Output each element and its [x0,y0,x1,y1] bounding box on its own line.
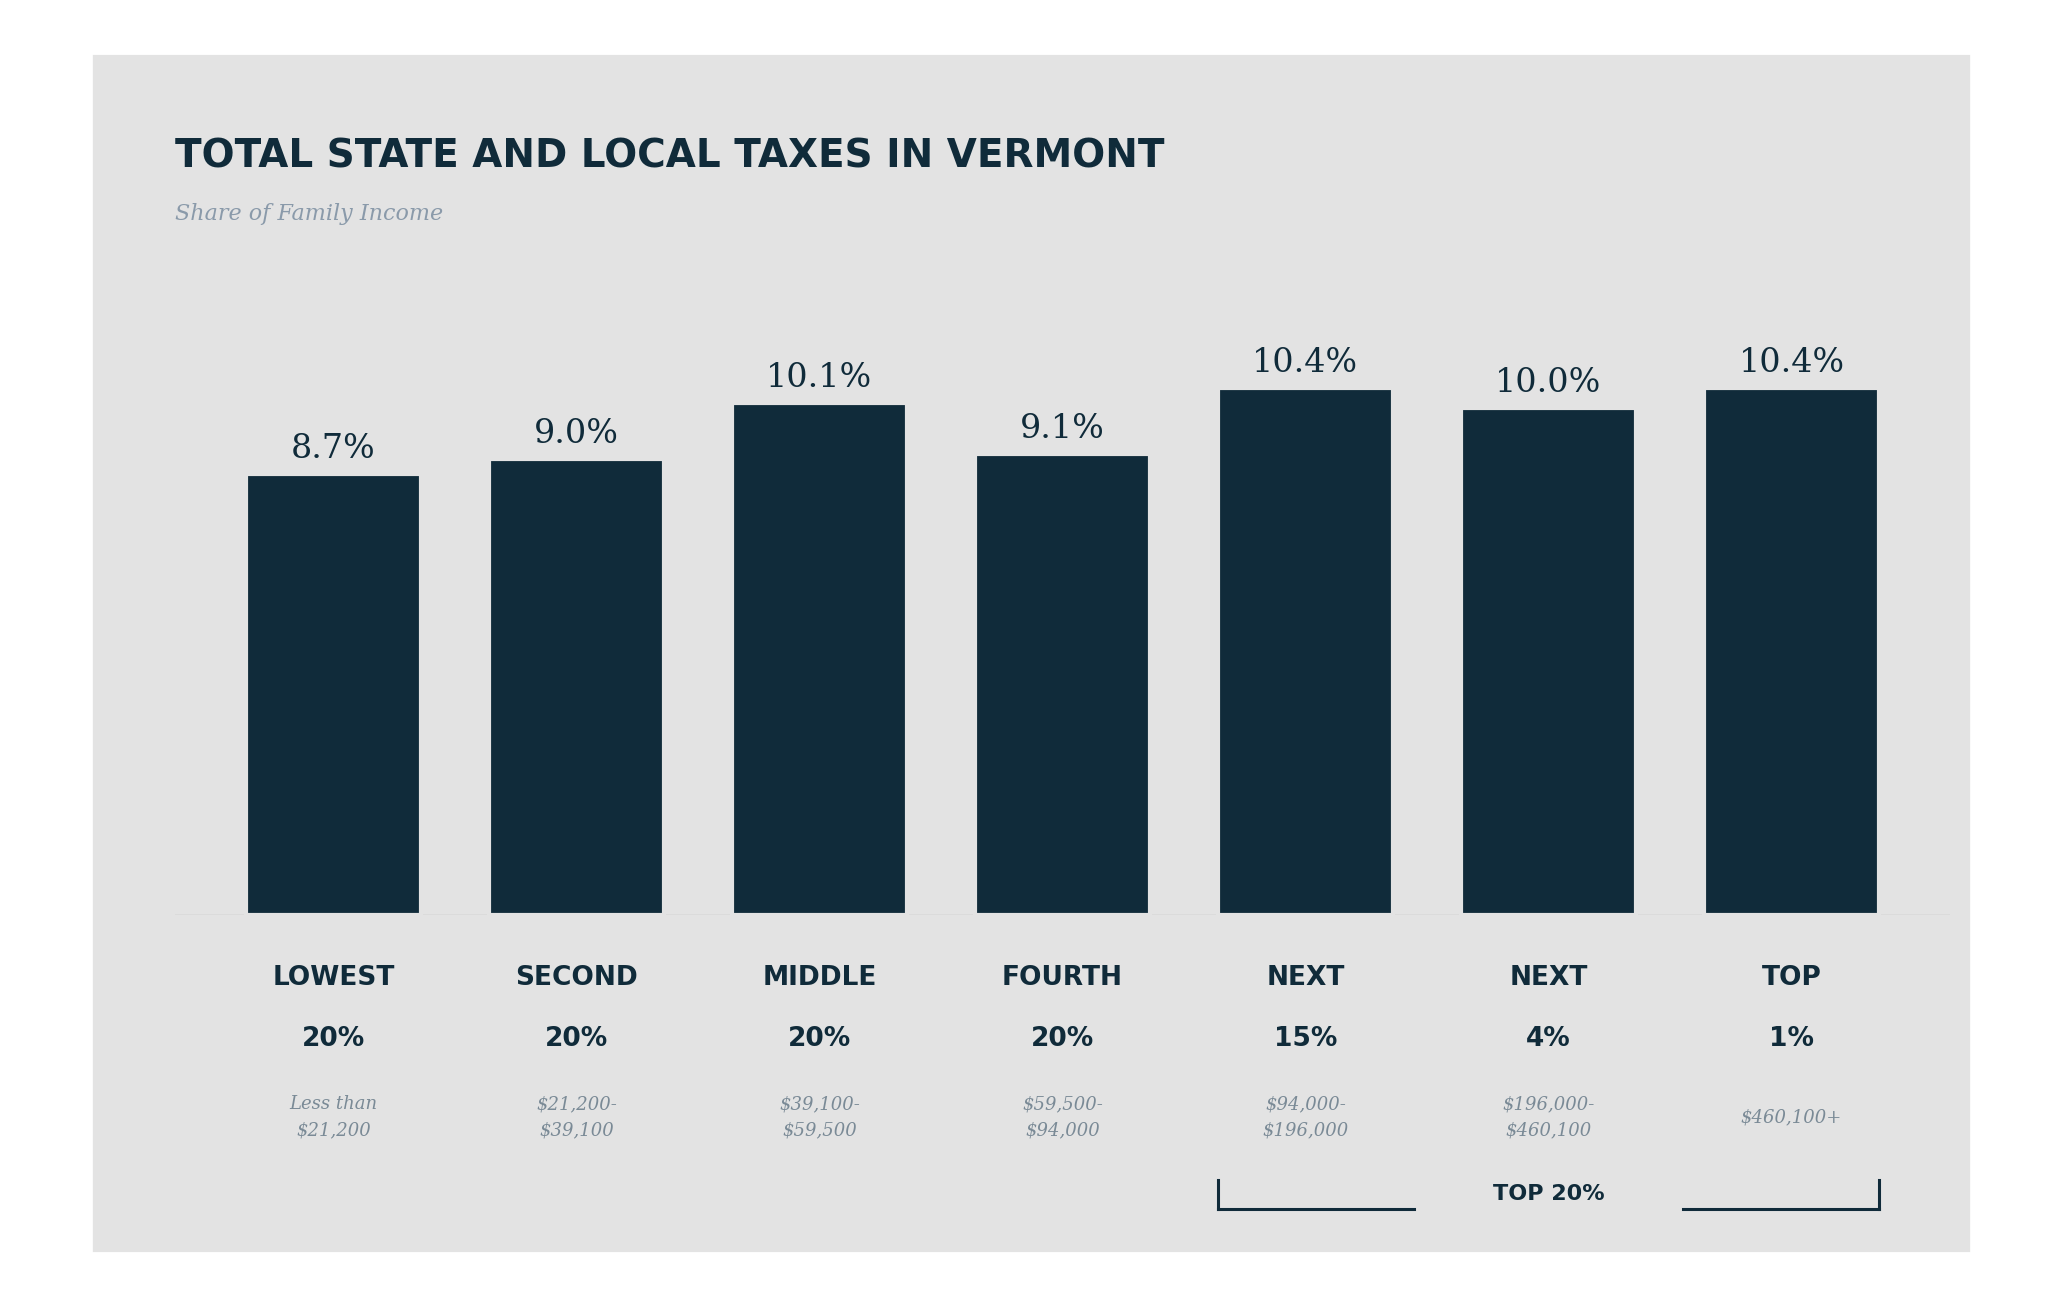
Text: 20%: 20% [545,1026,609,1052]
Text: 1%: 1% [1770,1026,1813,1052]
Text: 4%: 4% [1527,1026,1570,1052]
Text: 20%: 20% [788,1026,852,1052]
Text: 10.4%: 10.4% [1252,348,1360,379]
Text: 20%: 20% [1032,1026,1093,1052]
Text: $39,100-
$59,500: $39,100- $59,500 [780,1095,860,1140]
Text: TOP 20%: TOP 20% [1494,1184,1605,1204]
Text: NEXT: NEXT [1510,965,1589,991]
Text: 20%: 20% [301,1026,365,1052]
Text: Less than
$21,200: Less than $21,200 [289,1095,378,1140]
Text: Share of Family Income: Share of Family Income [175,203,444,225]
Text: FOURTH: FOURTH [1003,965,1122,991]
Bar [245,474,421,915]
Text: $21,200-
$39,100: $21,200- $39,100 [536,1095,617,1140]
Text: $94,000-
$196,000: $94,000- $196,000 [1263,1095,1349,1140]
Text: TOP: TOP [1762,965,1822,991]
Text: 8.7%: 8.7% [291,433,375,465]
Bar [732,404,908,915]
Text: 9.1%: 9.1% [1019,413,1106,444]
Text: 10.0%: 10.0% [1496,367,1601,400]
Text: 15%: 15% [1273,1026,1337,1052]
Text: 9.0%: 9.0% [534,418,619,450]
Text: LOWEST: LOWEST [272,965,394,991]
Bar [1704,388,1879,915]
Bar [1217,388,1393,915]
Bar [976,454,1149,915]
Text: TOTAL STATE AND LOCAL TAXES IN VERMONT: TOTAL STATE AND LOCAL TAXES IN VERMONT [175,137,1166,175]
Bar [489,459,664,915]
Text: SECOND: SECOND [516,965,637,991]
Text: $196,000-
$460,100: $196,000- $460,100 [1502,1095,1595,1140]
Text: MIDDLE: MIDDLE [761,965,877,991]
Text: $460,100+: $460,100+ [1741,1108,1842,1127]
Bar [1461,408,1636,915]
Text: $59,500-
$94,000: $59,500- $94,000 [1021,1095,1104,1140]
Text: 10.1%: 10.1% [765,362,873,395]
Text: 10.4%: 10.4% [1739,348,1844,379]
Text: NEXT: NEXT [1267,965,1345,991]
